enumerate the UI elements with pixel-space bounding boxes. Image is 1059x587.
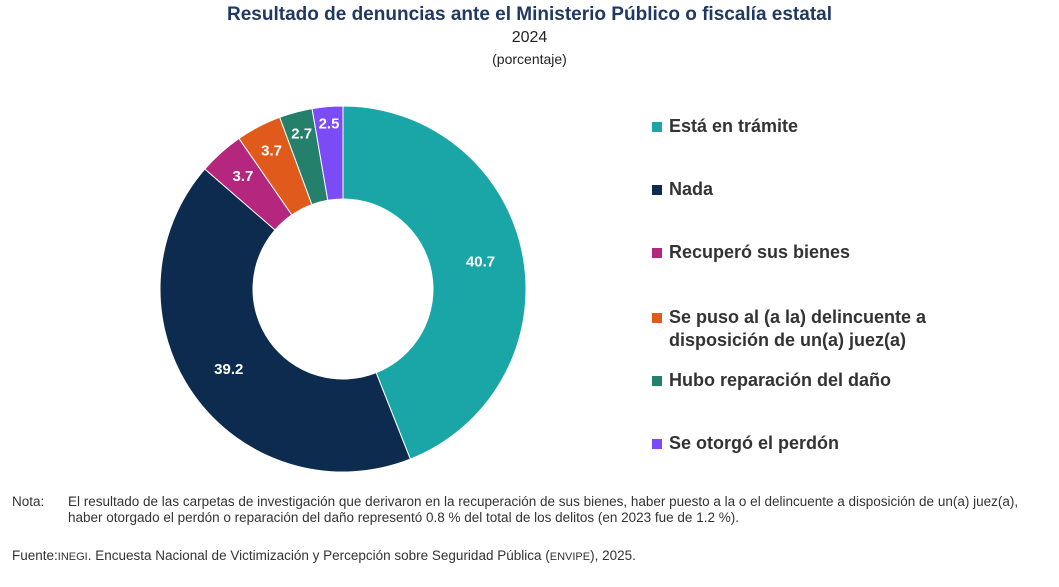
legend-item-reparacion-dano: Hubo reparación del daño	[652, 369, 1052, 392]
legend-swatch	[652, 122, 662, 132]
legend-label: Está en trámite	[669, 116, 799, 136]
legend-label: Recuperó sus bienes	[669, 242, 851, 262]
legend-swatch	[652, 439, 662, 449]
source-acronym: ENVIPE	[549, 551, 591, 563]
value-label-recupero-bienes: 3.7	[233, 168, 254, 185]
legend-item-nada: Nada	[652, 178, 1052, 201]
legend-label: Se otorgó el perdón	[669, 433, 840, 453]
value-label-disposicion-juez: 3.7	[261, 142, 282, 159]
value-label-en-tramite: 40.7	[466, 254, 495, 271]
note-label: Nota:	[12, 494, 45, 509]
chart-source: Fuente:INEGI. Encuesta Nacional de Victi…	[12, 548, 1052, 563]
donut-value-labels: 40.7 39.2 3.7 3.7 2.7 2.5	[214, 116, 495, 378]
chart-subtitle: 2024	[511, 29, 548, 46]
legend-item-perdon: Se otorgó el perdón	[652, 432, 1052, 455]
chart-unit: (porcentaje)	[492, 51, 567, 67]
legend-swatch	[652, 376, 662, 386]
slice-nada	[159, 168, 412, 473]
chart-note: Nota: El resultado de las carpetas de in…	[12, 494, 1052, 526]
chart-title: Resultado de denuncias ante el Ministeri…	[227, 4, 832, 25]
source-text-1: . Encuesta Nacional de Victimización y P…	[87, 548, 550, 563]
donut-slices	[159, 105, 527, 473]
value-label-perdon: 2.5	[319, 116, 340, 133]
legend-item-recupero-bienes: Recuperó sus bienes	[652, 241, 1052, 264]
slice-perdon	[311, 105, 344, 201]
legend-label: Se puso al (a la) delincuente a disposic…	[669, 307, 927, 350]
value-label-reparacion-dano: 2.7	[291, 125, 312, 142]
value-label-nada: 39.2	[214, 361, 243, 378]
legend-label: Hubo reparación del daño	[669, 370, 892, 390]
legend-swatch	[652, 185, 662, 195]
source-text-2: ), 2025.	[590, 548, 636, 563]
legend-swatch	[652, 248, 662, 258]
legend-label: Nada	[669, 179, 714, 199]
source-label: Fuente:	[12, 548, 58, 563]
slice-en-tramite	[342, 105, 527, 460]
source-org: INEGI	[57, 551, 88, 563]
legend-item-en-tramite: Está en trámite	[652, 115, 1052, 138]
donut-chart: 40.7 39.2 3.7 3.7 2.7 2.5	[159, 105, 527, 473]
note-text: El resultado de las carpetas de investig…	[68, 494, 1019, 525]
legend-swatch	[652, 313, 662, 323]
legend-item-disposicion-juez: Se puso al (a la) delincuente a disposic…	[652, 306, 962, 352]
